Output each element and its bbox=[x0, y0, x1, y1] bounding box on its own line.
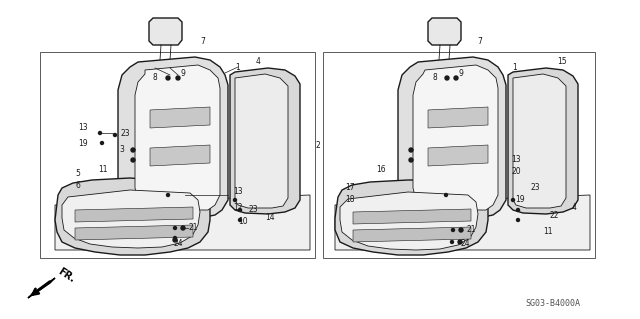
Text: 8: 8 bbox=[433, 73, 437, 83]
Text: 10: 10 bbox=[238, 218, 248, 226]
Circle shape bbox=[166, 194, 170, 197]
Text: 7: 7 bbox=[200, 36, 205, 46]
Circle shape bbox=[409, 148, 413, 152]
Text: 19: 19 bbox=[78, 138, 88, 147]
Polygon shape bbox=[62, 190, 200, 248]
Text: 23: 23 bbox=[248, 205, 258, 214]
Text: 19: 19 bbox=[515, 196, 525, 204]
Circle shape bbox=[516, 219, 520, 221]
Circle shape bbox=[451, 241, 454, 243]
Text: 9: 9 bbox=[459, 70, 463, 78]
Circle shape bbox=[234, 198, 237, 202]
Polygon shape bbox=[398, 57, 506, 218]
Polygon shape bbox=[340, 192, 478, 250]
Polygon shape bbox=[28, 278, 55, 298]
Polygon shape bbox=[335, 195, 590, 250]
Polygon shape bbox=[150, 145, 210, 166]
Polygon shape bbox=[230, 68, 300, 214]
Text: 23: 23 bbox=[530, 183, 540, 192]
Circle shape bbox=[409, 158, 413, 162]
Circle shape bbox=[173, 236, 177, 240]
Circle shape bbox=[131, 158, 135, 162]
Circle shape bbox=[100, 142, 104, 145]
Circle shape bbox=[239, 209, 241, 211]
Text: 13: 13 bbox=[511, 155, 521, 165]
Text: 21: 21 bbox=[467, 226, 476, 234]
Polygon shape bbox=[75, 207, 193, 222]
Circle shape bbox=[516, 209, 520, 211]
Text: SG03-B4000A: SG03-B4000A bbox=[525, 299, 580, 308]
Circle shape bbox=[131, 148, 135, 152]
Circle shape bbox=[176, 76, 180, 80]
Text: 20: 20 bbox=[511, 167, 521, 176]
Text: 13: 13 bbox=[233, 188, 243, 197]
Circle shape bbox=[459, 228, 463, 232]
Circle shape bbox=[113, 133, 116, 137]
Circle shape bbox=[451, 228, 454, 232]
Text: 7: 7 bbox=[477, 36, 483, 46]
Polygon shape bbox=[353, 227, 471, 242]
Polygon shape bbox=[413, 65, 498, 210]
Text: 14: 14 bbox=[265, 213, 275, 222]
Polygon shape bbox=[335, 180, 488, 255]
Text: 16: 16 bbox=[376, 166, 386, 174]
Circle shape bbox=[166, 76, 170, 80]
Circle shape bbox=[181, 226, 185, 230]
Text: 3: 3 bbox=[120, 145, 124, 154]
Polygon shape bbox=[55, 195, 310, 250]
Polygon shape bbox=[149, 18, 182, 45]
Polygon shape bbox=[428, 18, 461, 45]
Text: 24: 24 bbox=[460, 239, 470, 248]
Polygon shape bbox=[353, 209, 471, 224]
Text: 1: 1 bbox=[513, 63, 517, 71]
Text: 6: 6 bbox=[76, 181, 81, 189]
Text: 21: 21 bbox=[188, 224, 198, 233]
Text: 8: 8 bbox=[152, 73, 157, 83]
Text: 11: 11 bbox=[99, 166, 108, 174]
Text: 11: 11 bbox=[543, 227, 553, 236]
Circle shape bbox=[99, 131, 102, 135]
Text: 13: 13 bbox=[78, 123, 88, 132]
Text: 2: 2 bbox=[316, 140, 321, 150]
Circle shape bbox=[239, 219, 241, 221]
Circle shape bbox=[173, 238, 177, 242]
Polygon shape bbox=[135, 65, 220, 210]
Text: 9: 9 bbox=[180, 70, 186, 78]
Polygon shape bbox=[55, 178, 210, 255]
Text: FR.: FR. bbox=[56, 266, 77, 284]
Circle shape bbox=[458, 240, 462, 244]
Circle shape bbox=[511, 198, 515, 202]
Polygon shape bbox=[428, 145, 488, 166]
Polygon shape bbox=[508, 68, 578, 214]
Polygon shape bbox=[118, 57, 228, 218]
Text: 5: 5 bbox=[76, 168, 81, 177]
Circle shape bbox=[173, 226, 177, 229]
Polygon shape bbox=[428, 107, 488, 128]
Text: 18: 18 bbox=[345, 196, 355, 204]
Text: 1: 1 bbox=[236, 63, 241, 71]
Circle shape bbox=[445, 76, 449, 80]
Circle shape bbox=[454, 76, 458, 80]
Text: 4: 4 bbox=[572, 204, 577, 212]
Text: 4: 4 bbox=[255, 57, 260, 66]
Text: 15: 15 bbox=[557, 57, 567, 66]
Polygon shape bbox=[150, 107, 210, 128]
Circle shape bbox=[445, 194, 447, 197]
Text: 17: 17 bbox=[345, 183, 355, 192]
Text: 23: 23 bbox=[120, 129, 130, 137]
Polygon shape bbox=[75, 225, 193, 240]
Text: 22: 22 bbox=[549, 211, 559, 219]
Text: 24: 24 bbox=[173, 239, 183, 248]
Polygon shape bbox=[235, 74, 288, 208]
Text: 12: 12 bbox=[233, 204, 243, 212]
Polygon shape bbox=[513, 74, 566, 208]
